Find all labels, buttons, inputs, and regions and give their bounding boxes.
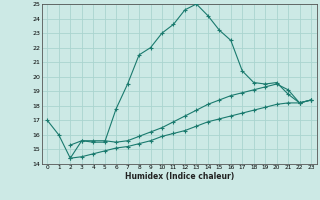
X-axis label: Humidex (Indice chaleur): Humidex (Indice chaleur) — [124, 172, 234, 181]
